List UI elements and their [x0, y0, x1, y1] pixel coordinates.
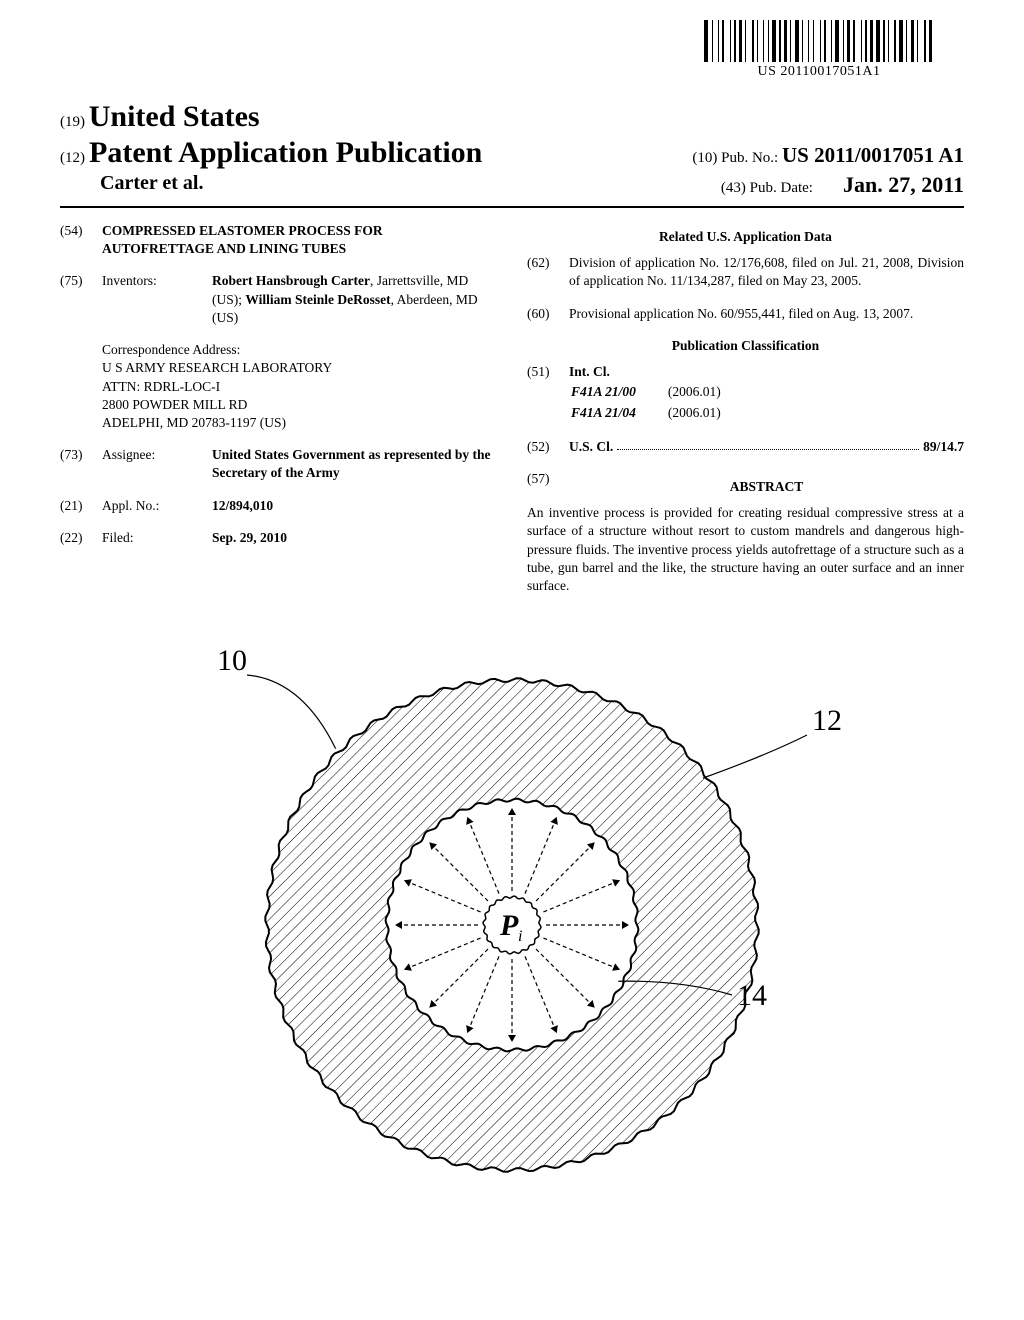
- corr-line-4: ADELPHI, MD 20783-1197 (US): [102, 414, 497, 432]
- uscl-dots: [617, 438, 919, 450]
- pubno-label: Pub. No.:: [721, 150, 778, 166]
- corr-line-1: U S ARMY RESEARCH LABORATORY: [102, 359, 497, 377]
- country-line: (19) United States: [60, 100, 964, 134]
- inventors-body: Robert Hansbrough Carter, Jarrettsville,…: [212, 272, 497, 327]
- pubdate-num: (43): [721, 180, 746, 196]
- provisional-body: Provisional application No. 60/955,441, …: [569, 305, 964, 323]
- publication-line: (12) Patent Application Publication (10)…: [60, 136, 964, 170]
- applno-text: 12/894,010: [212, 498, 273, 513]
- barcode-text: US 20110017051A1: [704, 64, 934, 80]
- svg-text:i: i: [518, 928, 522, 945]
- uscl-label: U.S. Cl.: [569, 439, 613, 454]
- abstract-label: ABSTRACT: [569, 478, 964, 496]
- correspondence-block: Correspondence Address: U S ARMY RESEARC…: [102, 341, 497, 432]
- assignee-row: (73) Assignee: United States Government …: [60, 446, 497, 482]
- uscl-body: U.S. Cl. 89/14.7: [569, 438, 964, 456]
- pub-label: Patent Application Publication: [89, 136, 482, 169]
- filed-value: Sep. 29, 2010: [212, 529, 497, 547]
- inventors-label: Inventors:: [102, 272, 212, 327]
- assignee-text: United States Government as represented …: [212, 447, 490, 480]
- barcode: [704, 20, 934, 62]
- divider: [60, 206, 964, 208]
- left-column: (54) COMPRESSED ELASTOMER PROCESS FOR AU…: [60, 222, 497, 595]
- related-heading: Related U.S. Application Data: [527, 228, 964, 246]
- svg-text:12: 12: [812, 704, 842, 737]
- assignee-body: United States Government as represented …: [212, 446, 497, 482]
- applno-value: 12/894,010: [212, 497, 497, 515]
- intcl-label: Int. Cl.: [569, 364, 610, 379]
- filed-text: Sep. 29, 2010: [212, 530, 287, 545]
- division-row: (62) Division of application No. 12/176,…: [527, 254, 964, 290]
- abstract-row: (57) ABSTRACT: [527, 470, 964, 500]
- barcode-region: US 20110017051A1: [704, 20, 934, 80]
- pubno-num: (10): [692, 150, 717, 166]
- intcl-table: F41A 21/00(2006.01) F41A 21/04(2006.01): [569, 381, 753, 423]
- inventors-num: (75): [60, 272, 102, 327]
- document-header: (19) United States (12) Patent Applicati…: [60, 100, 964, 198]
- figure-area: Pi 10 12 14: [60, 625, 964, 1225]
- intcl-row: (51) Int. Cl. F41A 21/00(2006.01)F41A 21…: [527, 363, 964, 424]
- cross-section-diagram: Pi 10 12 14: [122, 625, 902, 1225]
- corr-line-2: ATTN: RDRL-LOC-I: [102, 378, 497, 396]
- country-num: (19): [60, 114, 85, 130]
- intcl-num: (51): [527, 363, 569, 424]
- authors-line: Carter et al. (43) Pub. Date: Jan. 27, 2…: [60, 172, 964, 198]
- svg-text:10: 10: [217, 644, 247, 677]
- svg-text:P: P: [499, 909, 519, 942]
- uscl-value: 89/14.7: [923, 438, 964, 456]
- corr-label: Correspondence Address:: [102, 341, 497, 359]
- uscl-num: (52): [527, 438, 569, 456]
- country-name: United States: [89, 100, 260, 133]
- intcl-entry: F41A 21/00(2006.01): [571, 383, 751, 401]
- svg-text:14: 14: [737, 979, 767, 1012]
- uscl-row: (52) U.S. Cl. 89/14.7: [527, 438, 964, 456]
- pubno-value: US 2011/0017051 A1: [782, 143, 964, 167]
- abstract-body: An inventive process is provided for cre…: [527, 504, 964, 595]
- pubclass-heading: Publication Classification: [527, 337, 964, 355]
- applno-label: Appl. No.:: [102, 497, 212, 515]
- applno-num: (21): [60, 497, 102, 515]
- title-text: COMPRESSED ELASTOMER PROCESS FOR AUTOFRE…: [102, 222, 497, 258]
- pubdate-value: Jan. 27, 2011: [843, 172, 964, 197]
- provisional-num: (60): [527, 305, 569, 323]
- pubdate-label: Pub. Date:: [750, 180, 813, 196]
- bibliographic-columns: (54) COMPRESSED ELASTOMER PROCESS FOR AU…: [60, 222, 964, 595]
- division-num: (62): [527, 254, 569, 290]
- provisional-row: (60) Provisional application No. 60/955,…: [527, 305, 964, 323]
- pub-num: (12): [60, 150, 85, 166]
- filed-num: (22): [60, 529, 102, 547]
- inventor-1: Robert Hansbrough Carter: [212, 273, 370, 288]
- inventors-row: (75) Inventors: Robert Hansbrough Carter…: [60, 272, 497, 327]
- corr-line-3: 2800 POWDER MILL RD: [102, 396, 497, 414]
- assignee-label: Assignee:: [102, 446, 212, 482]
- title-row: (54) COMPRESSED ELASTOMER PROCESS FOR AU…: [60, 222, 497, 258]
- filed-row: (22) Filed: Sep. 29, 2010: [60, 529, 497, 547]
- abstract-num: (57): [527, 470, 569, 500]
- division-body: Division of application No. 12/176,608, …: [569, 254, 964, 290]
- filed-label: Filed:: [102, 529, 212, 547]
- applno-row: (21) Appl. No.: 12/894,010: [60, 497, 497, 515]
- inventor-2: William Steinle DeRosset: [245, 292, 390, 307]
- intcl-entry: F41A 21/04(2006.01): [571, 404, 751, 422]
- right-column: Related U.S. Application Data (62) Divis…: [527, 222, 964, 595]
- intcl-body: Int. Cl. F41A 21/00(2006.01) F41A 21/04(2…: [569, 363, 964, 424]
- assignee-num: (73): [60, 446, 102, 482]
- title-num: (54): [60, 222, 102, 258]
- authors: Carter et al.: [60, 172, 203, 198]
